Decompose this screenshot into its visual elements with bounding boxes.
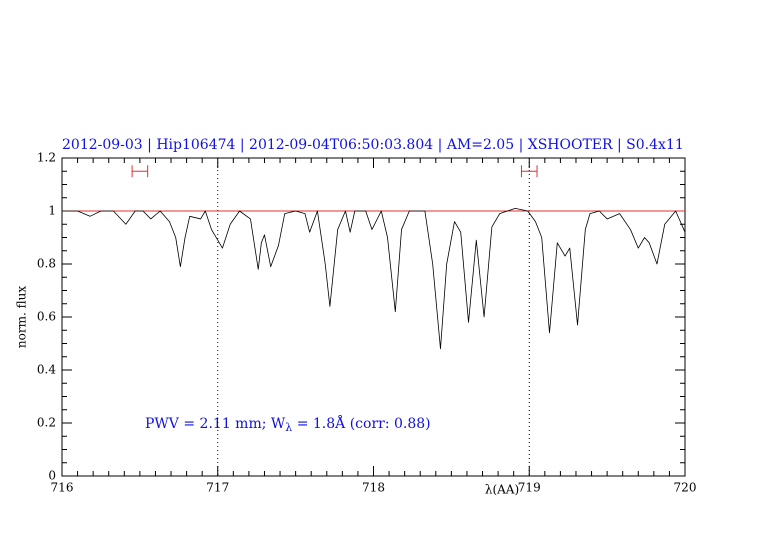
- y-tick-label: 1.2: [37, 151, 56, 165]
- y-tick-label: 1: [48, 204, 56, 218]
- y-tick-label: 0.8: [37, 257, 56, 271]
- y-tick-label: 0.4: [37, 363, 56, 377]
- y-tick-label: 0.6: [37, 310, 56, 324]
- spectrum-line: [62, 207, 686, 350]
- annotation-text: = 1.8Å (corr: 0.88): [292, 414, 430, 432]
- x-tick-label: 716: [51, 481, 74, 495]
- x-axis-label: λ(AA): [485, 483, 519, 497]
- x-tick-label: 717: [206, 481, 229, 495]
- x-tick-label: 718: [362, 481, 385, 495]
- x-tick-label: 719: [518, 481, 541, 495]
- annotation-subscript: λ: [285, 421, 292, 434]
- annotation-text: PWV = 2.11 mm; W: [145, 416, 286, 432]
- y-tick-label: 0.2: [37, 416, 56, 430]
- x-tick-label: 720: [674, 481, 697, 495]
- range-marker: [131, 165, 149, 178]
- range-marker: [520, 165, 538, 178]
- y-tick-label: 0: [48, 469, 56, 483]
- chart-title: 2012-09-03 | Hip106474 | 2012-09-04T06:5…: [62, 137, 684, 153]
- annotation: PWV = 2.11 mm; Wλ = 1.8Å (corr: 0.88): [145, 414, 431, 434]
- y-axis-label: norm. flux: [15, 286, 29, 348]
